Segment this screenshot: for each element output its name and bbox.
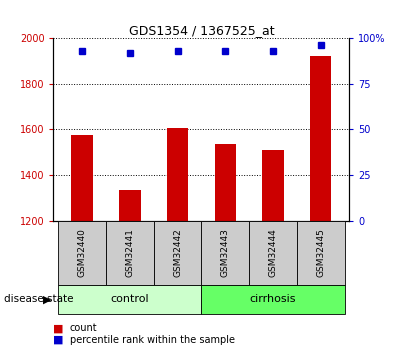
Text: ▶: ▶ xyxy=(43,295,52,304)
Text: GSM32444: GSM32444 xyxy=(268,228,277,277)
Text: GSM32441: GSM32441 xyxy=(125,228,134,277)
Text: GSM32442: GSM32442 xyxy=(173,228,182,277)
Text: percentile rank within the sample: percentile rank within the sample xyxy=(70,335,235,345)
Text: disease state: disease state xyxy=(4,295,74,304)
Title: GDS1354 / 1367525_at: GDS1354 / 1367525_at xyxy=(129,24,274,37)
Text: count: count xyxy=(70,324,97,333)
Bar xyxy=(58,221,106,285)
Bar xyxy=(249,221,297,285)
Bar xyxy=(119,190,141,221)
Bar xyxy=(201,221,249,285)
Text: control: control xyxy=(111,294,149,304)
Bar xyxy=(262,150,284,221)
Bar xyxy=(167,128,188,221)
Bar xyxy=(106,221,154,285)
Text: GSM32445: GSM32445 xyxy=(316,228,325,277)
Bar xyxy=(310,56,331,221)
Text: GSM32440: GSM32440 xyxy=(78,228,87,277)
Text: cirrhosis: cirrhosis xyxy=(250,294,296,304)
Text: ■: ■ xyxy=(53,324,64,333)
Text: ■: ■ xyxy=(53,335,64,345)
Bar xyxy=(72,135,93,221)
Bar xyxy=(297,221,344,285)
Bar xyxy=(215,144,236,221)
Bar xyxy=(201,285,344,314)
Bar xyxy=(154,221,201,285)
Bar xyxy=(58,285,201,314)
Text: GSM32443: GSM32443 xyxy=(221,228,230,277)
